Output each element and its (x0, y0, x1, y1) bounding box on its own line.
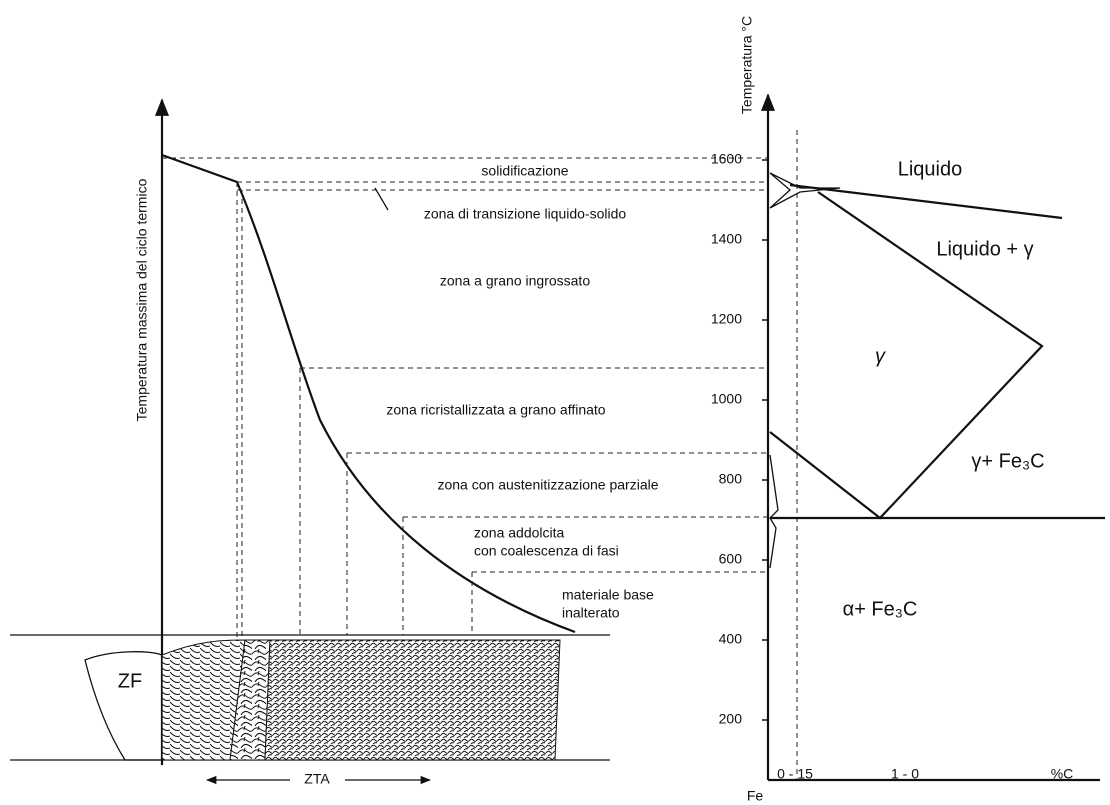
zone-label: zona ricristallizzata a grano affinato (386, 402, 605, 418)
y-tick-label: 800 (719, 471, 743, 487)
region-label: Liquido + γ (936, 238, 1033, 260)
zone-label: zona a grano ingrossato (440, 273, 590, 289)
x-label: %C (1051, 766, 1074, 782)
fusion-zone (85, 652, 162, 760)
phase-diagram: Temperatura °C Liquido Liquido + γ γ γ+ … (711, 16, 1105, 804)
zone-drops (237, 182, 472, 690)
zta-label: ZTA (304, 771, 330, 787)
y-tick-label: 200 (719, 711, 743, 727)
x-label: Fe (747, 788, 764, 804)
y-tick-label: 600 (719, 551, 743, 567)
zone-label: zona addolcita (474, 525, 565, 541)
zone-label: zona con austenitizzazione parziale (437, 477, 658, 493)
y-axis-label: Temperatura °C (739, 16, 755, 114)
y-tick-label: 1000 (711, 391, 742, 407)
zone-label: solidificazione (481, 163, 568, 179)
fine-grain (265, 640, 560, 760)
region-label: γ+ Fe₃C (971, 450, 1044, 472)
region-label: γ (875, 345, 886, 367)
zone-label: zona di transizione liquido-solido (424, 206, 627, 222)
delta-region (770, 173, 840, 568)
y-tick-label: 1200 (711, 311, 742, 327)
y-tick-label: 1400 (711, 231, 742, 247)
zone-label: con coalescenza di fasi (474, 543, 619, 559)
figure: Temperatura massima del ciclo termico so… (0, 0, 1110, 805)
region-label: Liquido (898, 158, 963, 180)
y-tick-label: 1600 (711, 151, 742, 167)
x-label: 1 - 0 (891, 766, 919, 782)
y-axis-label: Temperatura massima del ciclo termico (134, 178, 150, 421)
zone-label: materiale base (562, 587, 654, 603)
leader-line (375, 188, 388, 210)
y-tick-label: 400 (719, 631, 743, 647)
left-diagram: Temperatura massima del ciclo termico so… (10, 100, 768, 787)
zone-label: inalterato (562, 605, 620, 621)
region-label: α+ Fe₃C (843, 598, 918, 620)
zf-label: ZF (118, 670, 142, 692)
temperature-curve (162, 155, 575, 632)
x-label: 0 - 15 (777, 766, 813, 782)
